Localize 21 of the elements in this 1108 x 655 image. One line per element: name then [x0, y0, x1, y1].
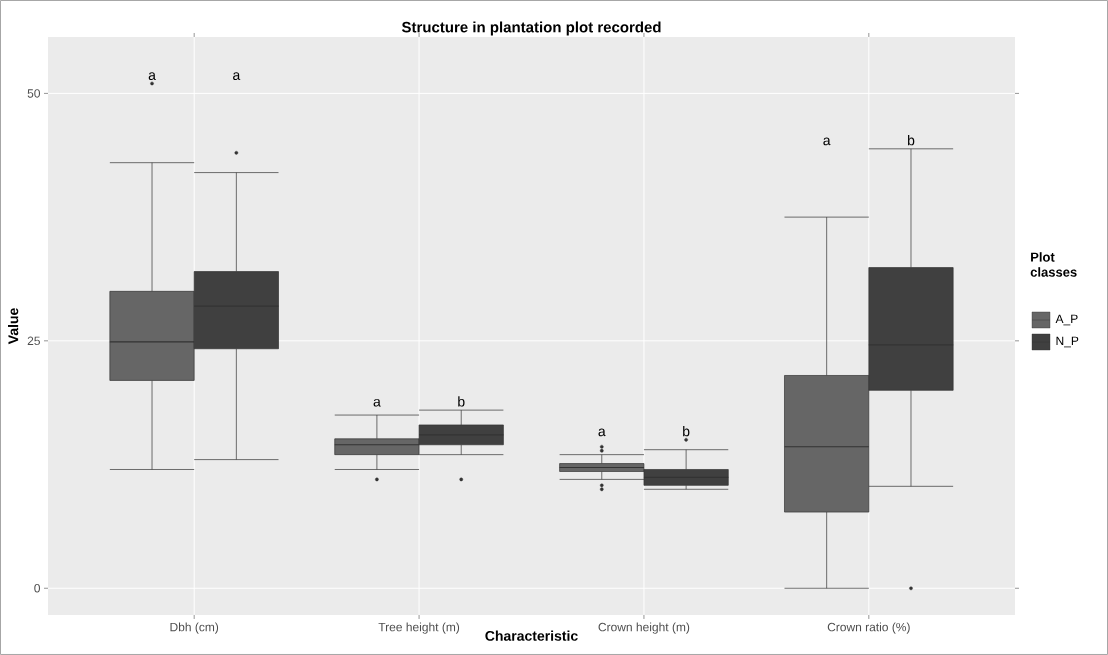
x-tick-label: Tree height (m): [378, 622, 460, 634]
annotation: b: [683, 425, 690, 437]
annotation: a: [148, 72, 156, 80]
chart-title: Structure in plantation plot recorded: [401, 21, 661, 36]
annotation: a: [823, 137, 831, 146]
y-axis-title: Value: [7, 308, 19, 345]
y-tick-label: 0: [34, 584, 41, 593]
annotation: a: [373, 398, 381, 407]
annotation: b: [458, 396, 465, 407]
annotation: a: [598, 428, 606, 437]
y-tick-label: 25: [27, 336, 40, 346]
legend-label: A_P: [1055, 314, 1078, 326]
legend-title: Plot classes: [1030, 252, 1077, 277]
x-tick-label: Crown ratio (%): [827, 622, 910, 634]
y-tick-label: 50: [27, 89, 41, 98]
x-tick-label: Crown height (m): [598, 622, 690, 634]
annotation: b: [908, 135, 915, 146]
annotation: a: [233, 72, 241, 80]
x-axis-title: Characteristic: [485, 630, 578, 641]
legend-label: N_P: [1056, 336, 1079, 348]
x-tick-label: Dbh (cm): [170, 622, 219, 634]
